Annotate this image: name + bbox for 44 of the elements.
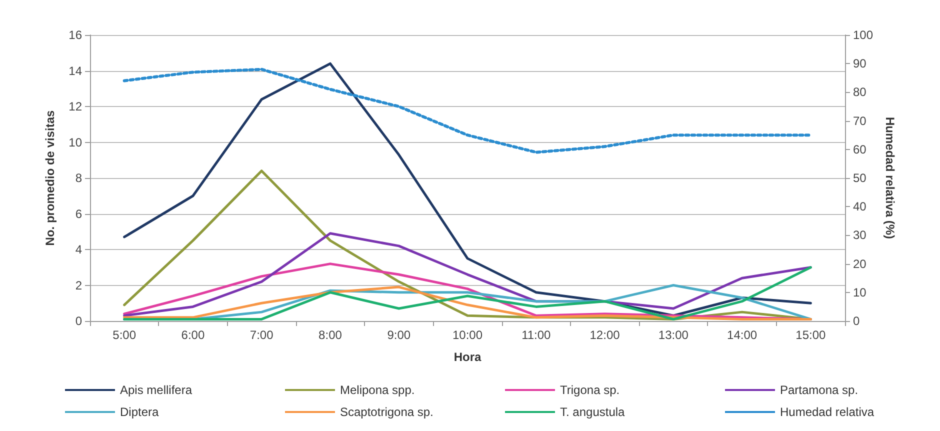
legend-label: Melipona spp.	[340, 383, 415, 397]
y2-axis-title: Humedad relativa (%)	[882, 116, 897, 240]
y-tick-label: 12	[68, 100, 82, 114]
y2-tick-label: 60	[853, 142, 867, 156]
legend-label: Trigona sp.	[560, 383, 620, 397]
x-tick-label: 15:00	[796, 328, 826, 342]
x-tick-label: 7:00	[250, 328, 274, 342]
legend-label: Scaptotrigona sp.	[340, 405, 434, 419]
legend-label: Humedad relativa	[780, 405, 874, 419]
legend-label: T. angustula	[560, 405, 626, 419]
y2-tick-label: 50	[853, 171, 867, 185]
line-series	[122, 68, 812, 154]
y2-tick-label: 0	[853, 314, 860, 328]
y-tick-label: 0	[75, 314, 82, 328]
y-tick-label: 6	[75, 206, 82, 221]
y-tick-label: 14	[68, 64, 82, 78]
y2-tick-label: 90	[853, 56, 867, 71]
y2-tick-label: 10	[853, 285, 867, 300]
x-tick-label: 6:00	[181, 328, 205, 342]
legend-label: Diptera	[120, 405, 160, 419]
x-tick-label: 9:00	[387, 328, 411, 342]
y-tick-label: 10	[68, 135, 82, 150]
x-tick-label: 13:00	[658, 328, 689, 342]
line-series	[123, 62, 812, 317]
y2-tick-label: 40	[853, 200, 867, 214]
y2-tick-label: 80	[853, 85, 867, 100]
y-tick-label: 4	[75, 242, 82, 256]
x-tick-label: 8:00	[318, 328, 342, 342]
x-axis-title: Hora	[454, 350, 482, 364]
y2-tick-label: 70	[853, 114, 867, 128]
x-tick-label: 10:00	[452, 328, 483, 342]
y-tick-label: 2	[75, 278, 82, 292]
legend-label: Partamona sp.	[780, 383, 858, 397]
y-axis-title: No. promedio de visitas	[43, 110, 57, 246]
x-tick-label: 14:00	[727, 328, 758, 342]
y2-tick-label: 100	[853, 28, 874, 42]
y2-tick-label: 30	[853, 228, 867, 242]
x-tick-label: 12:00	[590, 328, 620, 342]
x-tick-label: 11:00	[522, 328, 552, 342]
y-tick-label: 8	[75, 171, 82, 185]
y-tick-label: 16	[68, 28, 82, 42]
x-tick-label: 5:00	[112, 328, 136, 342]
legend-label: Apis mellifera	[120, 383, 192, 397]
y2-tick-label: 20	[853, 256, 867, 271]
